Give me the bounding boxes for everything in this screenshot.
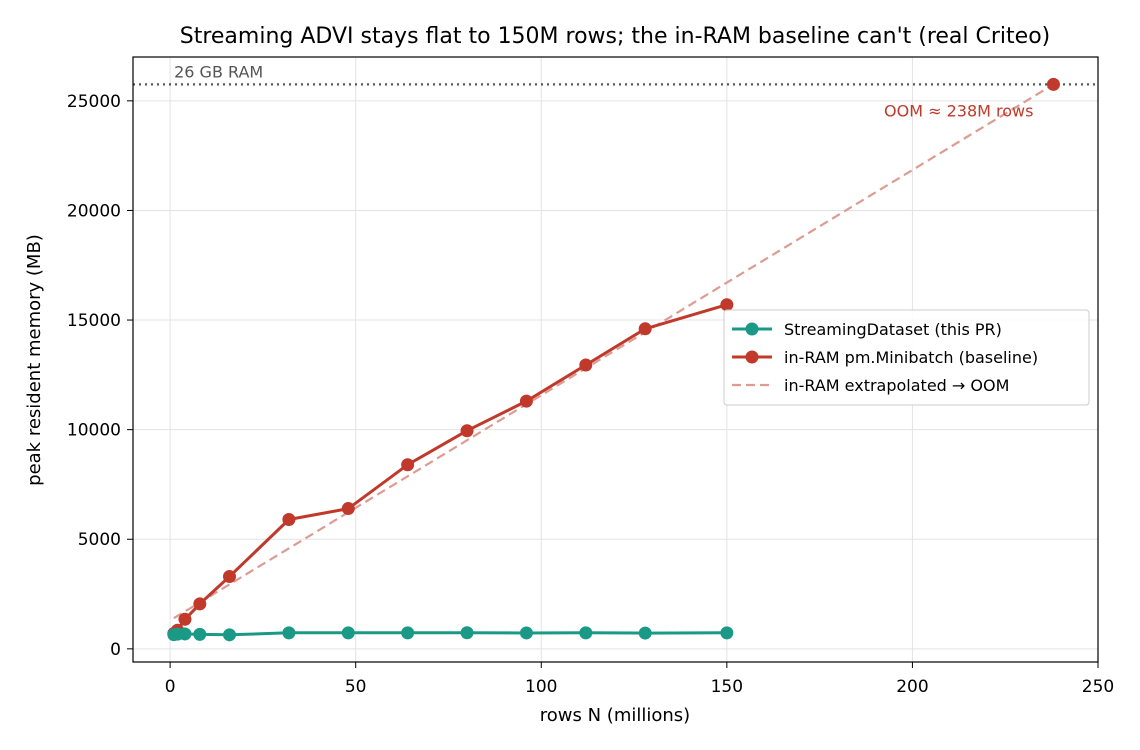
legend-label-2: in-RAM extrapolated → OOM	[784, 376, 1009, 395]
series-1-point	[579, 358, 593, 372]
y-tick-label: 25000	[67, 92, 121, 112]
y-tick-label: 20000	[67, 201, 121, 221]
y-tick-label: 5000	[78, 530, 121, 550]
series-0-point	[223, 628, 236, 642]
series-0-point	[193, 627, 207, 641]
legend-marker-0	[745, 322, 759, 336]
ram-limit-label: 26 GB RAM	[174, 62, 263, 81]
y-tick-label: 0	[110, 640, 121, 660]
x-tick-label: 100	[525, 677, 557, 697]
series-line-2	[173, 83, 1055, 620]
legend: StreamingDataset (this PR) in-RAM pm.Mini…	[723, 309, 1090, 406]
series-1-point	[401, 458, 415, 472]
series-0-point	[401, 626, 415, 640]
series-0-point	[282, 626, 296, 640]
legend-marker-1	[745, 350, 759, 364]
series-1-point	[178, 612, 192, 626]
reference-layer: 26 GB RAM	[133, 62, 1098, 86]
series-1-point	[460, 424, 474, 438]
series-1-point	[223, 570, 236, 584]
series-0-point	[460, 626, 474, 640]
legend-label-0: StreamingDataset (this PR)	[784, 320, 1002, 339]
series-layer	[167, 77, 1060, 642]
x-tick-label: 200	[896, 677, 928, 697]
series-1-point	[519, 394, 533, 408]
y-tick-label: 10000	[67, 421, 121, 441]
series-0-point	[519, 626, 533, 640]
oom-point	[1046, 77, 1060, 91]
plot-frame	[132, 56, 1099, 663]
series-1-point	[638, 322, 652, 336]
series-1-point	[282, 513, 296, 527]
x-tick-label: 50	[345, 677, 367, 697]
series-0-point	[720, 626, 734, 640]
series-1-point	[341, 502, 355, 516]
oom-annotation: OOM ≈ 238M rows	[884, 101, 1033, 120]
x-axis-label: rows N (millions)	[540, 705, 690, 726]
series-0-point	[178, 627, 192, 641]
tick-layer: 0 50 100 150 200 250 0 5000 10000 15000 20000 25000	[67, 92, 1114, 697]
series-1-point	[720, 298, 734, 312]
series-0-point	[638, 626, 652, 640]
annotation-layer: OOM ≈ 238M rows	[884, 101, 1033, 120]
series-0-point	[579, 626, 593, 640]
chart-title: Streaming ADVI stays flat to 150M rows; …	[180, 24, 1051, 49]
series-0-point	[341, 626, 355, 640]
y-tick-label: 15000	[67, 311, 121, 331]
x-tick-label: 250	[1082, 677, 1114, 697]
x-tick-label: 0	[165, 677, 176, 697]
legend-label-1: in-RAM pm.Minibatch (baseline)	[784, 348, 1038, 367]
legend-box	[723, 309, 1090, 406]
y-axis-label: peak resident memory (MB)	[24, 234, 45, 486]
series-1-point	[193, 597, 207, 611]
x-tick-label: 150	[711, 677, 743, 697]
